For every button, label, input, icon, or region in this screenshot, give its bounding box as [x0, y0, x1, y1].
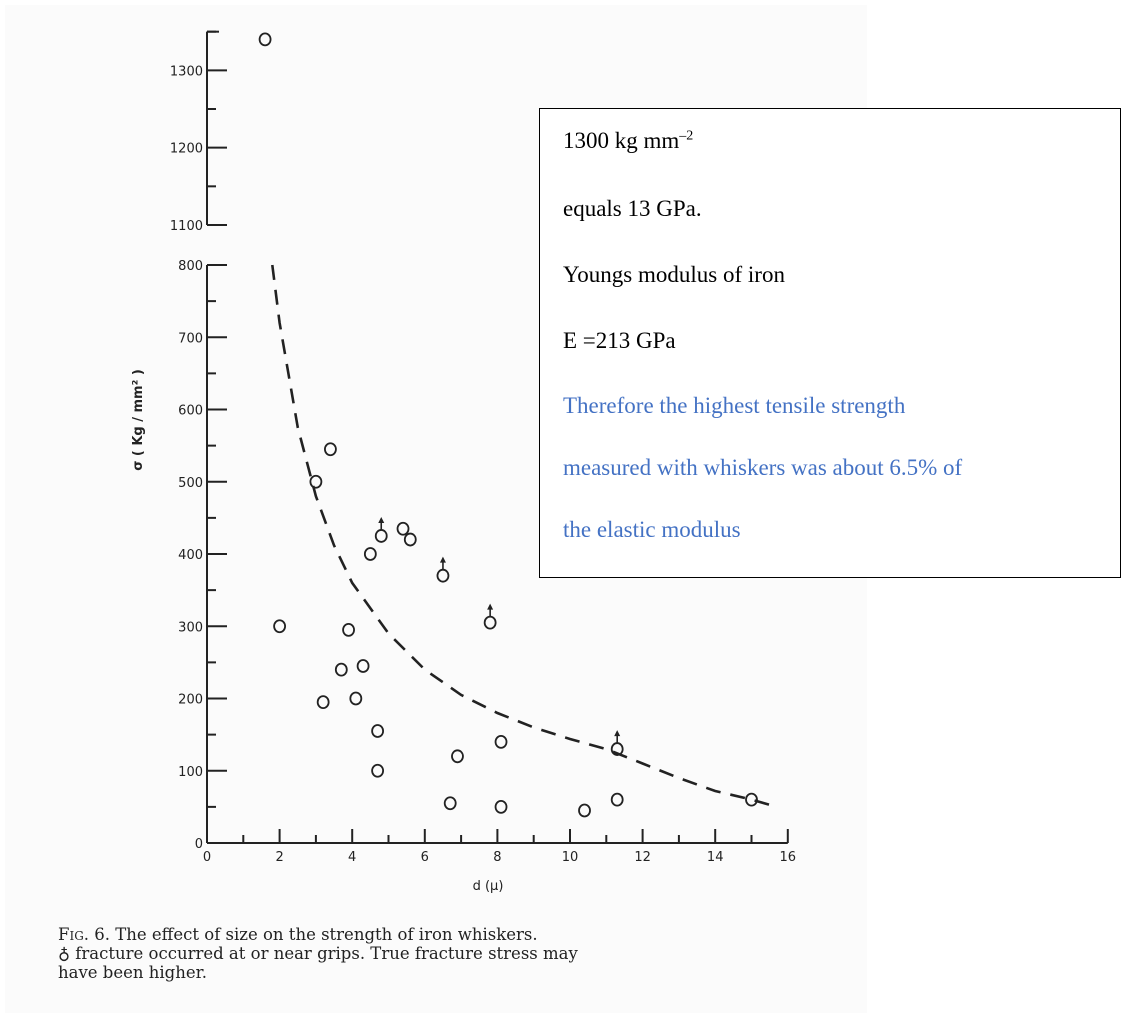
data-point [309, 474, 323, 489]
y-tick-label: 1200 [170, 142, 203, 157]
data-point [363, 547, 377, 561]
note-line-1: 1300 kg mm–2 [563, 128, 693, 154]
point-circle [483, 615, 497, 630]
y-tick-label: 600 [178, 404, 203, 419]
note-line-4: E =213 GPa [563, 328, 676, 353]
fit-curve [271, 264, 778, 809]
caption-line-2: ♁ fracture occurred at or near grips. Tr… [58, 944, 858, 963]
x-axis-title: d (μ) [473, 879, 504, 894]
caption-line-1-text: The effect of size on the strength of ir… [110, 925, 538, 944]
y-axis-title: σ ( Kg / mm² ) [131, 369, 146, 471]
y-tick-label: 500 [178, 476, 203, 491]
data-points [258, 32, 758, 818]
note-line-2: equals 13 GPa. [563, 196, 702, 221]
data-point [273, 619, 287, 634]
point-circle [374, 529, 388, 543]
y-tick-label: 200 [178, 693, 203, 708]
y-tick-label: 0 [195, 837, 203, 852]
data-point [342, 622, 355, 637]
y-tick-label: 1300 [170, 64, 203, 79]
x-tick-label: 12 [634, 850, 651, 865]
data-point [349, 691, 363, 706]
data-point [494, 734, 508, 749]
point-arrow-head [439, 556, 446, 563]
data-point [610, 792, 624, 807]
note-line-6: measured with whiskers was about 6.5% of [563, 455, 963, 480]
point-arrow-head [614, 730, 621, 737]
figure-caption: Fig. 6. The effect of size on the streng… [58, 925, 858, 982]
data-point [324, 442, 337, 457]
dashed-fit-curve [271, 264, 778, 809]
y-tick-label: 700 [178, 331, 203, 346]
data-point-grip-fracture [610, 730, 624, 756]
data-point [494, 799, 508, 814]
data-point [396, 521, 410, 536]
ticks: 0 2 4 6 8 10 12 14 16 0 100 200 300 400 500 600 700 800 11… [170, 30, 797, 865]
caption-fig-label: Fig. 6. [58, 925, 111, 944]
caption-line-2-text: fracture occurred at or near grips. True… [70, 944, 578, 963]
x-tick-label: 6 [421, 850, 429, 865]
annotation-box: 1300 kg mm–2 equals 13 GPa. Youngs modul… [539, 108, 1121, 578]
data-point [316, 695, 330, 710]
data-point [443, 796, 457, 811]
caption-line-3: have been higher. [58, 963, 207, 982]
data-point [578, 803, 591, 818]
point-circle [436, 568, 450, 583]
x-tick-label: 16 [780, 850, 797, 865]
note-value: 1300 kg mm [563, 128, 680, 153]
x-tick-label: 4 [348, 850, 356, 865]
point-arrow-head [378, 516, 385, 523]
data-point [334, 662, 348, 677]
note-exponent: –2 [679, 128, 694, 144]
caption-line-1: Fig. 6. The effect of size on the streng… [58, 925, 858, 944]
data-point [403, 532, 417, 547]
y-tick-label: 100 [178, 765, 203, 780]
data-point [356, 659, 370, 673]
data-point [258, 32, 272, 47]
y-tick-label: 400 [178, 548, 203, 563]
data-point [371, 763, 385, 778]
data-point-grip-fracture [483, 603, 497, 630]
x-tick-label: 2 [275, 850, 283, 865]
note-line-5: Therefore the highest tensile strength [563, 393, 906, 418]
fracture-symbol-icon: ♁ [58, 944, 71, 963]
y-tick-label: 300 [178, 620, 203, 635]
data-point [745, 792, 758, 807]
note-line-3: Youngs modulus of iron [563, 262, 785, 287]
data-point [451, 749, 464, 764]
x-tick-label: 0 [203, 850, 211, 865]
point-arrow-head [487, 603, 494, 610]
data-point [371, 724, 385, 738]
note-line-7: the elastic modulus [563, 517, 741, 542]
y-tick-label: 800 [178, 259, 203, 274]
data-point-grip-fracture [374, 516, 388, 543]
x-tick-label: 14 [707, 850, 724, 865]
x-tick-label: 10 [562, 850, 579, 865]
data-point-grip-fracture [436, 556, 450, 583]
x-tick-label: 8 [493, 850, 501, 865]
y-tick-label: 1100 [170, 219, 203, 234]
